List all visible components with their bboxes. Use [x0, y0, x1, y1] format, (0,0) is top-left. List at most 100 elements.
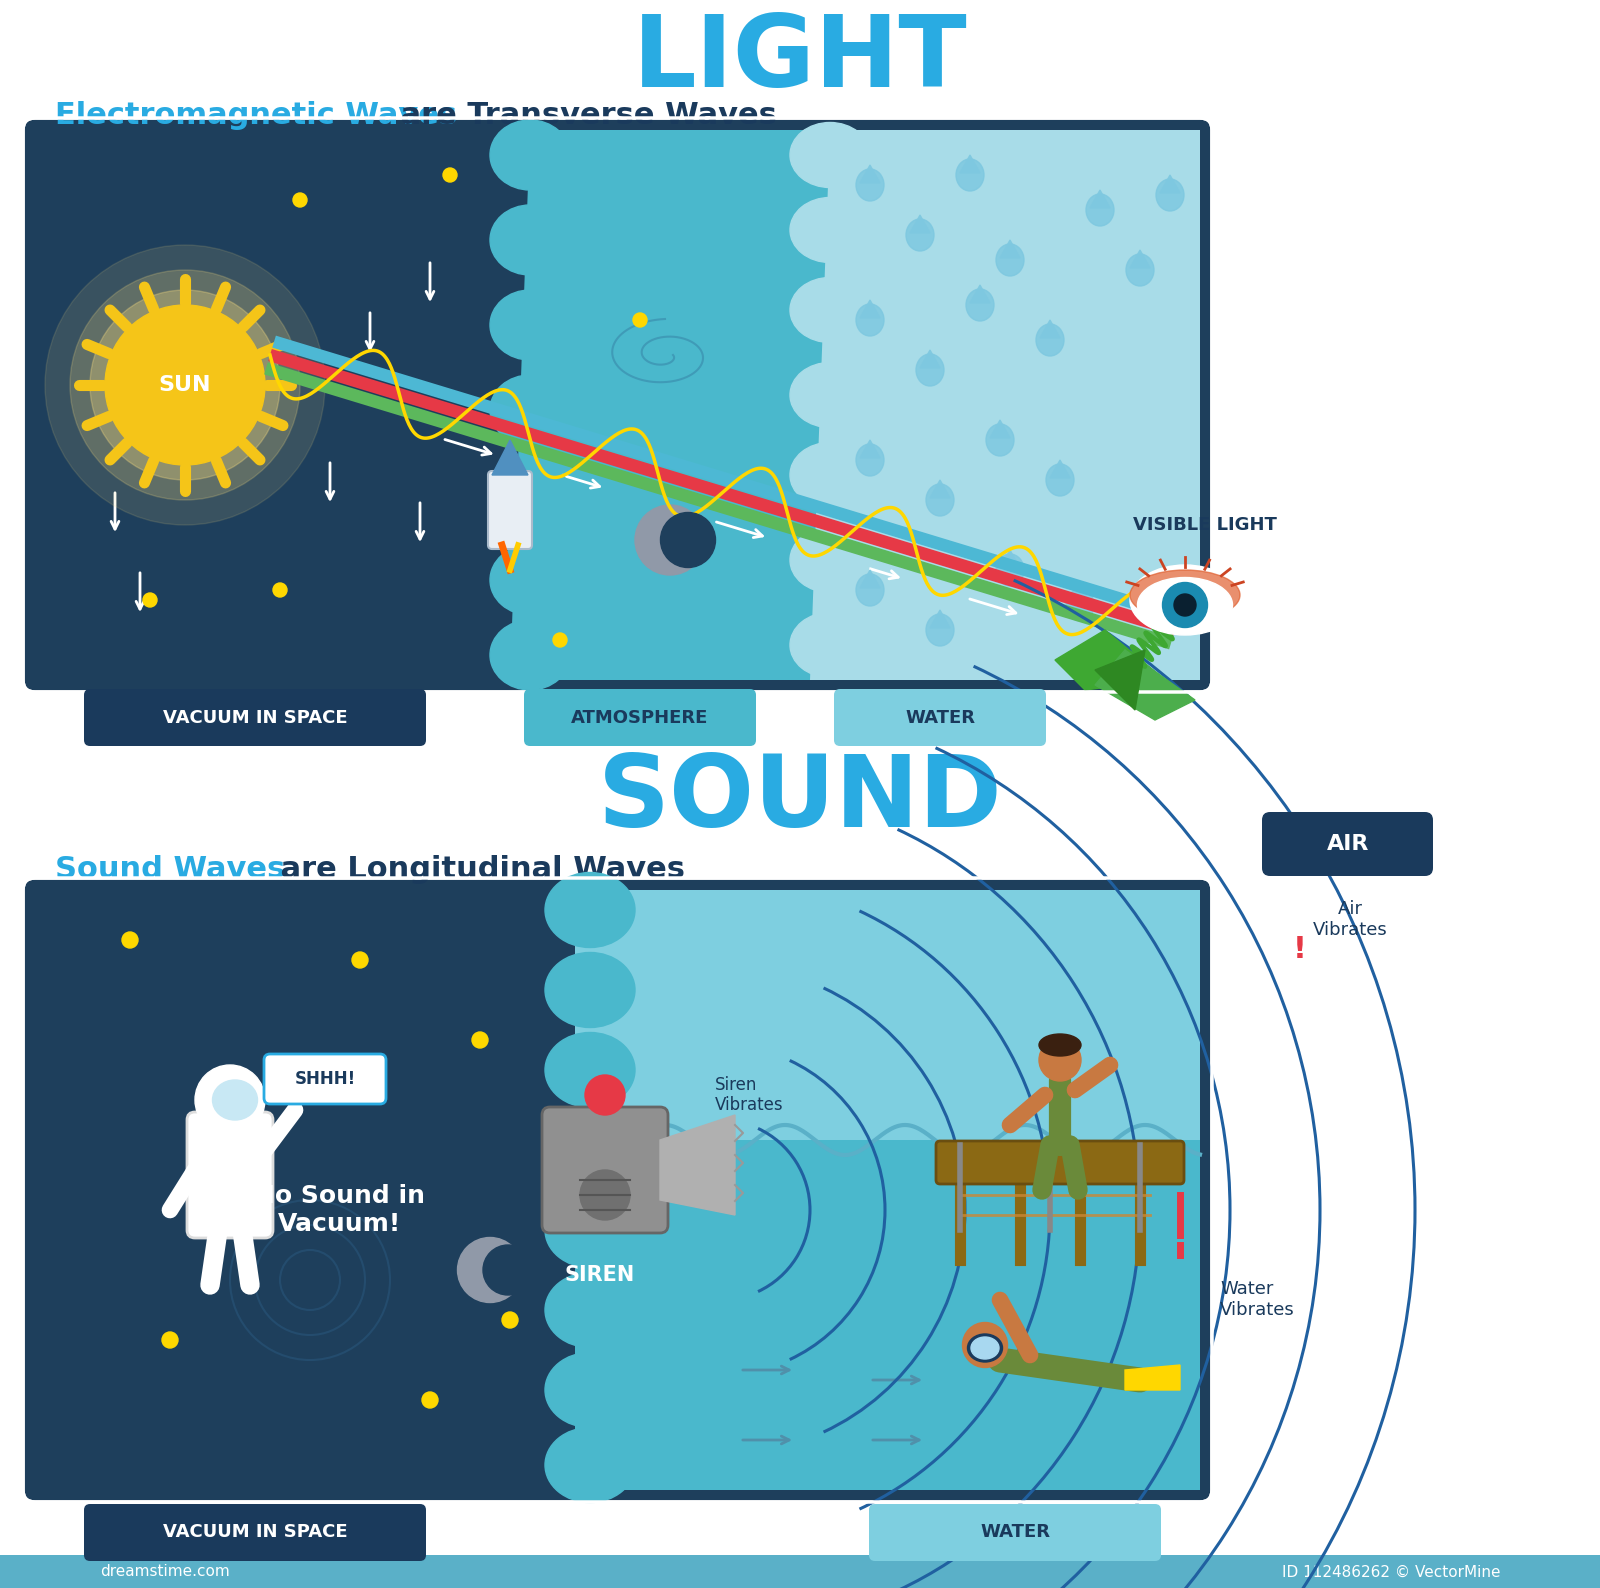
FancyBboxPatch shape — [869, 1504, 1162, 1561]
Ellipse shape — [546, 1428, 635, 1502]
Ellipse shape — [1174, 594, 1197, 616]
Ellipse shape — [586, 1075, 626, 1115]
Ellipse shape — [1038, 1034, 1082, 1056]
Ellipse shape — [45, 245, 325, 526]
Ellipse shape — [781, 535, 840, 584]
Ellipse shape — [1130, 570, 1240, 619]
Ellipse shape — [458, 1237, 523, 1302]
Ellipse shape — [352, 951, 368, 969]
Ellipse shape — [530, 1361, 600, 1420]
Ellipse shape — [781, 284, 840, 335]
Ellipse shape — [1046, 464, 1074, 495]
Ellipse shape — [480, 383, 541, 438]
Ellipse shape — [293, 194, 307, 206]
FancyBboxPatch shape — [834, 689, 1046, 746]
Ellipse shape — [906, 219, 934, 251]
Polygon shape — [1050, 461, 1070, 478]
Ellipse shape — [530, 1436, 600, 1494]
Ellipse shape — [490, 545, 570, 615]
Ellipse shape — [856, 168, 883, 202]
Polygon shape — [1000, 240, 1021, 257]
Text: VACUUM IN SPACE: VACUUM IN SPACE — [163, 1523, 347, 1540]
Ellipse shape — [530, 1042, 600, 1099]
Ellipse shape — [790, 443, 870, 508]
Text: AIR: AIR — [1326, 834, 1370, 854]
Ellipse shape — [926, 484, 954, 516]
Ellipse shape — [856, 573, 883, 607]
Ellipse shape — [1138, 578, 1232, 632]
Ellipse shape — [554, 634, 566, 646]
Text: SUN: SUN — [158, 375, 211, 395]
Polygon shape — [661, 1115, 734, 1215]
Polygon shape — [1090, 191, 1110, 208]
Ellipse shape — [634, 313, 646, 327]
Polygon shape — [810, 130, 1200, 680]
FancyBboxPatch shape — [22, 878, 1213, 1502]
FancyBboxPatch shape — [1262, 811, 1434, 877]
Text: SHHH!: SHHH! — [294, 1070, 355, 1088]
Ellipse shape — [472, 1032, 488, 1048]
Polygon shape — [1054, 630, 1165, 691]
FancyBboxPatch shape — [488, 472, 531, 549]
Ellipse shape — [790, 527, 870, 592]
Ellipse shape — [90, 291, 280, 480]
Ellipse shape — [480, 553, 541, 608]
Ellipse shape — [986, 424, 1014, 456]
Ellipse shape — [966, 289, 994, 321]
Polygon shape — [1094, 649, 1146, 710]
Ellipse shape — [530, 881, 600, 939]
Text: !: ! — [1293, 935, 1307, 964]
Polygon shape — [1160, 175, 1181, 194]
Ellipse shape — [661, 513, 715, 567]
Ellipse shape — [926, 615, 954, 646]
Polygon shape — [574, 889, 1200, 1140]
Polygon shape — [574, 889, 1200, 1490]
Text: Water
Vibrates: Water Vibrates — [1221, 1280, 1294, 1318]
Ellipse shape — [995, 554, 1024, 586]
Text: are Transverse Waves: are Transverse Waves — [390, 100, 778, 130]
Text: LIGHT: LIGHT — [632, 11, 968, 108]
Ellipse shape — [790, 613, 870, 678]
Ellipse shape — [856, 445, 883, 476]
Ellipse shape — [790, 197, 870, 262]
Ellipse shape — [635, 505, 706, 575]
Ellipse shape — [162, 1332, 178, 1348]
Ellipse shape — [530, 1282, 600, 1339]
Polygon shape — [1070, 584, 1090, 603]
Polygon shape — [1040, 321, 1059, 338]
Ellipse shape — [781, 130, 840, 179]
Ellipse shape — [790, 278, 870, 343]
Polygon shape — [861, 440, 880, 457]
Ellipse shape — [781, 449, 840, 500]
Ellipse shape — [781, 370, 840, 419]
Polygon shape — [930, 610, 950, 627]
Ellipse shape — [546, 953, 635, 1027]
Ellipse shape — [530, 1201, 600, 1259]
Ellipse shape — [1066, 589, 1094, 621]
Ellipse shape — [422, 1393, 438, 1409]
Ellipse shape — [1155, 179, 1184, 211]
Text: Air
Vibrates: Air Vibrates — [1312, 900, 1387, 939]
FancyBboxPatch shape — [0, 1555, 1600, 1588]
FancyBboxPatch shape — [936, 1142, 1184, 1185]
Polygon shape — [1094, 649, 1195, 719]
Ellipse shape — [1086, 194, 1114, 225]
Polygon shape — [861, 300, 880, 318]
Text: ID 112486262 © VectorMine: ID 112486262 © VectorMine — [1282, 1564, 1501, 1580]
Polygon shape — [910, 214, 930, 233]
Ellipse shape — [490, 375, 570, 445]
FancyBboxPatch shape — [22, 118, 1213, 692]
Polygon shape — [493, 440, 528, 475]
Ellipse shape — [480, 467, 541, 522]
Ellipse shape — [781, 205, 840, 256]
Ellipse shape — [195, 1066, 266, 1135]
Ellipse shape — [546, 1353, 635, 1428]
Ellipse shape — [579, 1170, 630, 1220]
Ellipse shape — [1126, 254, 1154, 286]
Ellipse shape — [106, 305, 266, 465]
Ellipse shape — [480, 627, 541, 683]
Ellipse shape — [1163, 583, 1208, 627]
Ellipse shape — [490, 461, 570, 530]
Ellipse shape — [725, 948, 814, 992]
Ellipse shape — [781, 619, 840, 670]
